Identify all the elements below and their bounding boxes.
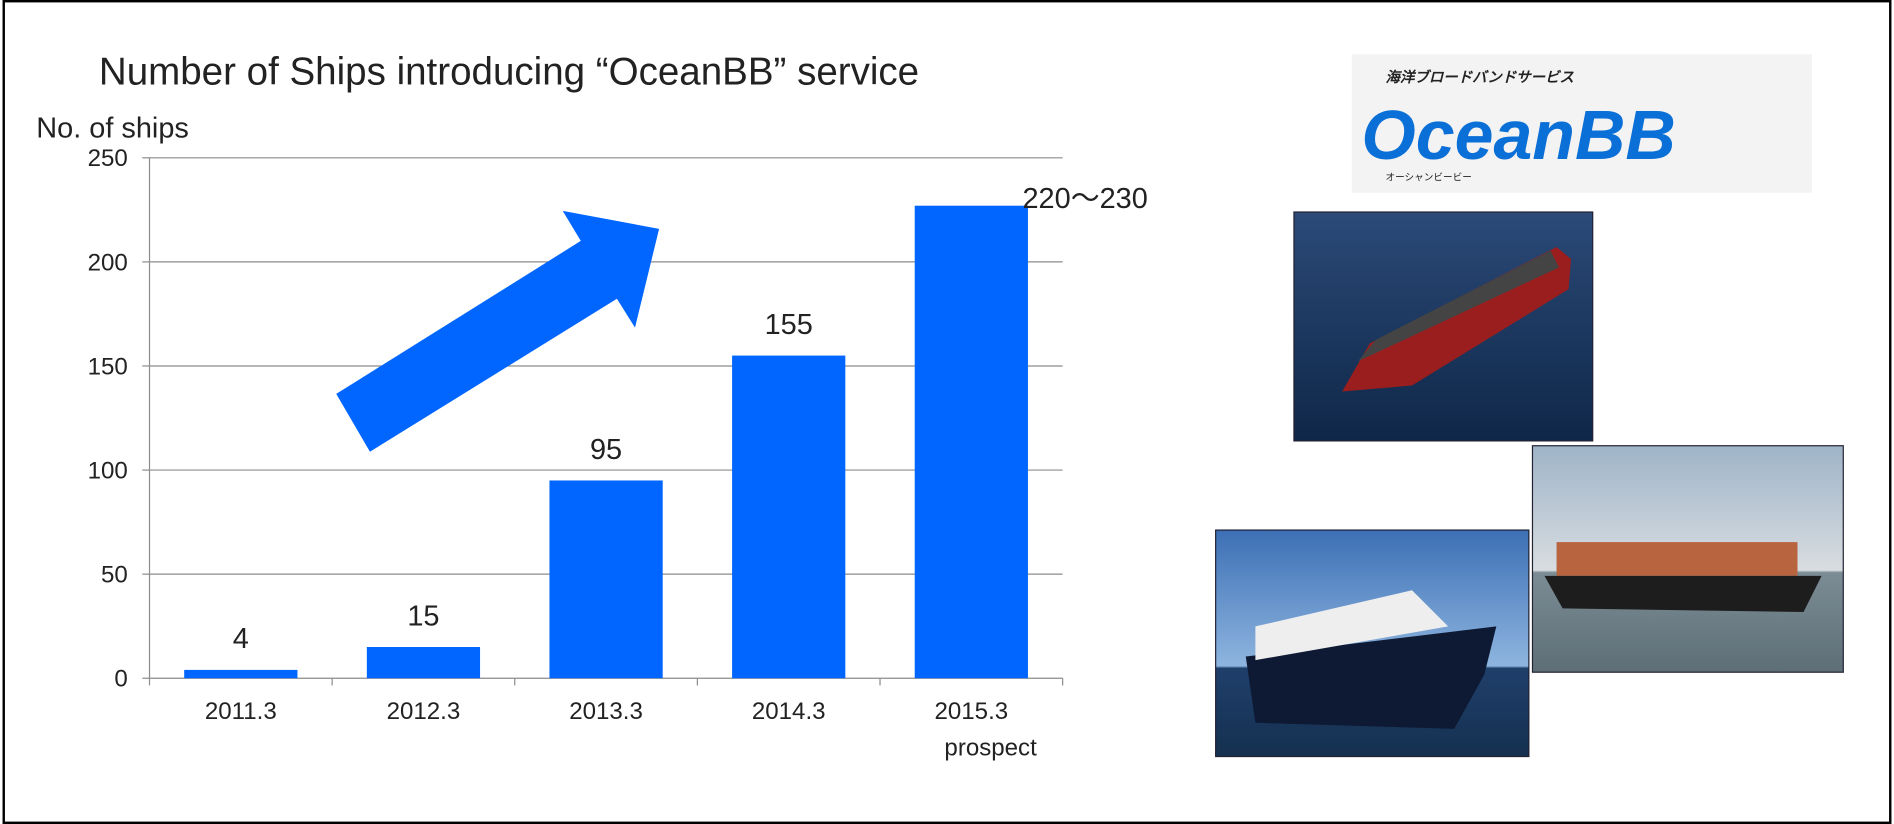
x-tick-label: 2014.3: [752, 698, 826, 725]
ship-photo: [1294, 212, 1593, 441]
bar: [732, 356, 845, 679]
y-tick-label: 200: [88, 249, 128, 276]
logo-name: OceanBB: [1361, 96, 1675, 174]
value-label: 15: [407, 600, 439, 632]
bar: [915, 206, 1028, 679]
ship-photo: [1216, 530, 1529, 756]
x-tick-label: 2013.3: [569, 698, 643, 725]
logo-reading: オーシャンビービー: [1386, 173, 1472, 184]
y-tick-label: 50: [101, 562, 128, 589]
value-label: 4: [233, 623, 249, 655]
value-label: 220〜230: [1022, 183, 1147, 215]
bar: [367, 647, 480, 678]
x-tick-label: 2012.3: [387, 698, 461, 725]
bar: [549, 480, 662, 678]
slide: Number of Ships introducing “OceanBB” se…: [0, 0, 1894, 824]
bar: [184, 670, 297, 678]
ship-photo: [1532, 446, 1843, 672]
containers: [1557, 542, 1798, 576]
y-tick-label: 100: [88, 457, 128, 484]
y-tick-label: 250: [88, 145, 128, 172]
y-tick-label: 0: [114, 666, 127, 693]
page: Number of Ships introducing “OceanBB” se…: [0, 0, 1894, 824]
value-label: 155: [765, 309, 813, 341]
chart-title: Number of Ships introducing “OceanBB” se…: [99, 50, 919, 93]
ship-hull: [1545, 576, 1822, 612]
y-tick-label: 150: [88, 353, 128, 380]
value-label: 95: [590, 434, 622, 466]
y-axis-label: No. of ships: [36, 112, 189, 144]
logo-caption: 海洋ブロードバンドサービス: [1386, 69, 1575, 86]
x-tick-label: 2011.3: [205, 698, 277, 725]
